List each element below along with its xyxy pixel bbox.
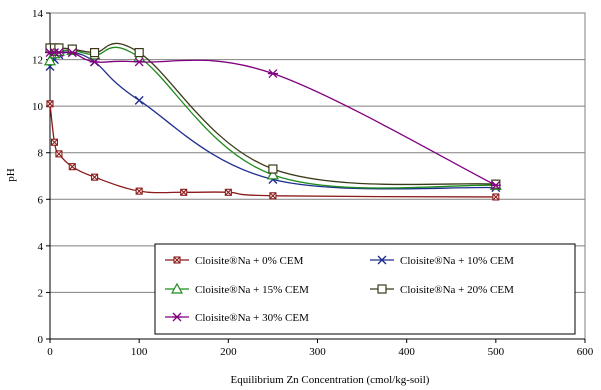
x-axis-label: Equilibrium Zn Concentration (cmol/kg-so… (231, 374, 430, 386)
x-tick-label-0: 0 (47, 346, 53, 358)
y-tick-label-14: 14 (32, 8, 44, 20)
series-5-point-2 (53, 48, 64, 58)
series-1-point-5 (135, 187, 143, 195)
y-tick-label-0: 0 (38, 334, 44, 346)
series-4-point-7 (491, 179, 501, 189)
series-1-point-7 (224, 188, 232, 196)
x-axis: 0 100 200 300 400 500 600 (47, 338, 594, 358)
legend-entry-3: Cloisite®Na + 15% CEM (165, 282, 309, 296)
y-axis: 0 2 4 6 8 10 12 14 (32, 8, 51, 346)
legend-entry-1: Cloisite®Na + 0% CEM (165, 255, 304, 267)
series-3-point-6 (266, 168, 279, 180)
series-4-point-5 (134, 47, 144, 58)
legend-swatch-marker-4 (377, 284, 387, 294)
series-5-point-6 (267, 69, 278, 79)
series-1-point-8 (269, 192, 277, 200)
legend-label-5: Cloisite®Na + 30% CEM (195, 312, 309, 324)
series-1-point-9 (492, 193, 500, 201)
legend-swatch-marker-2 (377, 255, 387, 265)
legend-swatch-marker-3 (170, 282, 184, 294)
series-5 (45, 48, 501, 190)
series-5-point-7 (490, 180, 501, 190)
series-4-point-4 (89, 47, 100, 58)
series-1-point-1 (50, 138, 59, 146)
legend-box (154, 243, 576, 335)
x-tick-label-300: 300 (309, 346, 326, 358)
y-tick-label-2: 2 (38, 287, 44, 299)
legend-label-1: Cloisite®Na + 0% CEM (195, 255, 304, 267)
y-tick-label-8: 8 (38, 148, 44, 160)
legend-label-4: Cloisite®Na + 20% CEM (400, 284, 514, 296)
x-tick-label-100: 100 (131, 346, 148, 358)
series-2-point-5 (134, 95, 144, 105)
y-tick-label-6: 6 (38, 194, 44, 206)
series-1-line (49, 103, 496, 198)
series-4-line (50, 42, 496, 186)
legend-entry-2: Cloisite®Na + 10% CEM (370, 255, 514, 267)
series-1-point-0 (46, 100, 54, 108)
series-layer (43, 42, 502, 201)
series-5-point-5 (134, 57, 145, 67)
x-tick-label-200: 200 (220, 346, 237, 358)
y-axis-label: pH (5, 168, 17, 182)
y-tick-label-12: 12 (32, 55, 43, 67)
y-tick-label-10: 10 (32, 101, 44, 113)
legend-swatch-marker-5 (172, 312, 182, 322)
legend: Cloisite®Na + 0% CEM Cloisite®Na + 10% CE… (154, 243, 576, 335)
series-1-point-4 (91, 173, 99, 181)
series-1-point-2 (55, 150, 63, 158)
legend-entry-4: Cloisite®Na + 20% CEM (370, 284, 514, 296)
series-4 (45, 42, 501, 189)
series-1-point-6 (180, 188, 188, 196)
series-1-point-3 (68, 163, 76, 171)
series-3-point-0 (43, 54, 57, 66)
legend-entry-5: Cloisite®Na + 30% CEM (165, 312, 309, 324)
x-tick-label-500: 500 (488, 346, 505, 358)
series-4-point-6 (268, 164, 278, 174)
x-tick-label-400: 400 (398, 346, 415, 358)
x-tick-label-600: 600 (577, 346, 594, 358)
legend-swatch-marker-1 (173, 256, 181, 264)
legend-label-3: Cloisite®Na + 15% CEM (195, 284, 309, 296)
y-tick-label-4: 4 (38, 241, 44, 253)
series-1 (46, 100, 500, 201)
series-5-point-4 (89, 57, 100, 67)
legend-label-2: Cloisite®Na + 10% CEM (400, 255, 514, 267)
series-5-point-3 (67, 48, 78, 58)
